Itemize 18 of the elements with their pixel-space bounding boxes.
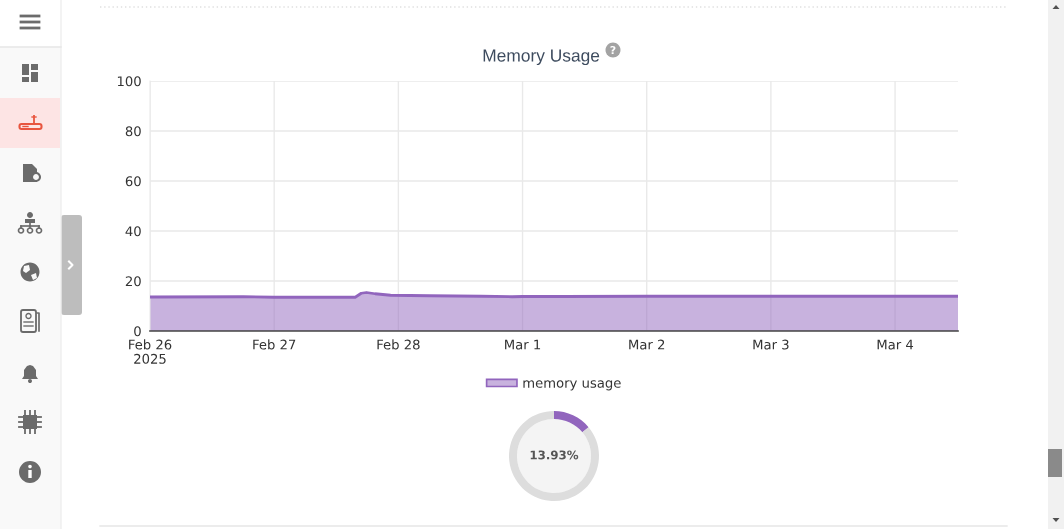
x-tick-label: Feb 27 xyxy=(253,339,296,350)
y-tick-label: 40 xyxy=(125,226,141,237)
x-tick-label: Mar 2 xyxy=(629,339,665,350)
x-tick-label: Feb 28 xyxy=(377,339,420,350)
y-tick-label: 20 xyxy=(125,276,141,287)
x-tick-label: Feb 26 2025 xyxy=(129,339,172,364)
chart-title: Memory Usage xyxy=(483,49,600,66)
legend-label: memory usage xyxy=(523,380,621,391)
y-tick-label: 80 xyxy=(125,126,141,137)
y-tick-label: 100 xyxy=(117,76,141,87)
x-tick-label: Mar 4 xyxy=(877,339,914,350)
y-tick-label: 0 xyxy=(134,326,141,337)
donut-slice xyxy=(554,411,589,433)
y-tick-label: 60 xyxy=(125,176,141,187)
x-tick-label: Mar 1 xyxy=(505,339,541,350)
donut-slice xyxy=(509,411,599,501)
data-label: 13.93% xyxy=(530,450,579,460)
x-tick-label: Mar 3 xyxy=(753,339,789,350)
